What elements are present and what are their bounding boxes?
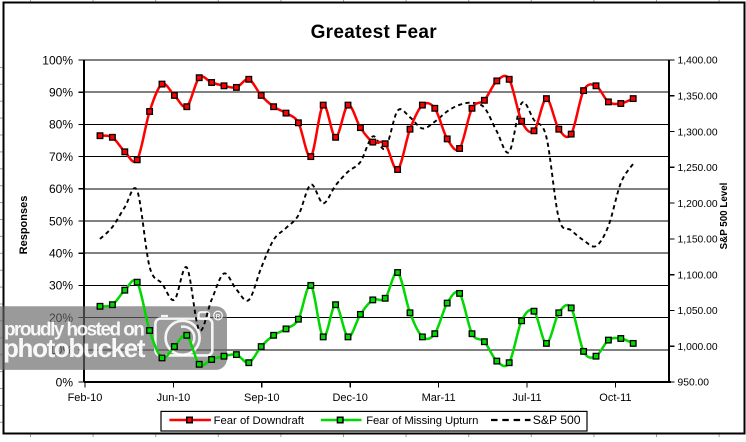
- svg-text:90%: 90%: [49, 86, 73, 100]
- svg-text:30%: 30%: [49, 279, 73, 293]
- svg-text:Greatest Fear: Greatest Fear: [311, 22, 438, 43]
- svg-text:photobucket: photobucket: [3, 333, 146, 363]
- svg-text:Fear of Downdraft: Fear of Downdraft: [214, 415, 305, 427]
- svg-text:Jun-10: Jun-10: [157, 392, 191, 404]
- svg-text:R: R: [216, 313, 221, 320]
- svg-text:60%: 60%: [49, 182, 73, 196]
- svg-text:Mar-11: Mar-11: [422, 392, 456, 404]
- svg-text:0%: 0%: [56, 375, 74, 389]
- svg-text:S&P 500 Level: S&P 500 Level: [719, 182, 730, 249]
- svg-text:70%: 70%: [49, 150, 73, 164]
- svg-text:1,400.00: 1,400.00: [678, 56, 718, 67]
- svg-text:1,350.00: 1,350.00: [678, 92, 718, 103]
- svg-text:Fear of Missing Upturn: Fear of Missing Upturn: [366, 415, 478, 427]
- svg-text:1,000.00: 1,000.00: [678, 342, 718, 353]
- svg-text:1,250.00: 1,250.00: [678, 163, 718, 174]
- svg-text:proudly hosted on: proudly hosted on: [4, 319, 144, 340]
- svg-text:1,100.00: 1,100.00: [678, 270, 718, 281]
- svg-text:1,050.00: 1,050.00: [678, 306, 718, 317]
- svg-text:Jul-11: Jul-11: [512, 392, 541, 404]
- svg-text:Feb-10: Feb-10: [68, 392, 103, 404]
- svg-text:80%: 80%: [49, 118, 73, 132]
- svg-text:Sep-10: Sep-10: [244, 392, 279, 404]
- svg-text:Dec-10: Dec-10: [332, 392, 367, 404]
- svg-text:50%: 50%: [49, 214, 73, 228]
- svg-text:Responses: Responses: [18, 196, 30, 255]
- svg-text:Oct-11: Oct-11: [599, 392, 631, 404]
- svg-text:40%: 40%: [49, 247, 73, 261]
- svg-text:950.00: 950.00: [678, 378, 710, 389]
- svg-text:1,200.00: 1,200.00: [678, 199, 718, 210]
- svg-text:1,300.00: 1,300.00: [678, 127, 718, 138]
- svg-text:100%: 100%: [42, 53, 73, 67]
- svg-text:S&P 500: S&P 500: [533, 413, 581, 427]
- svg-text:1,150.00: 1,150.00: [678, 235, 718, 246]
